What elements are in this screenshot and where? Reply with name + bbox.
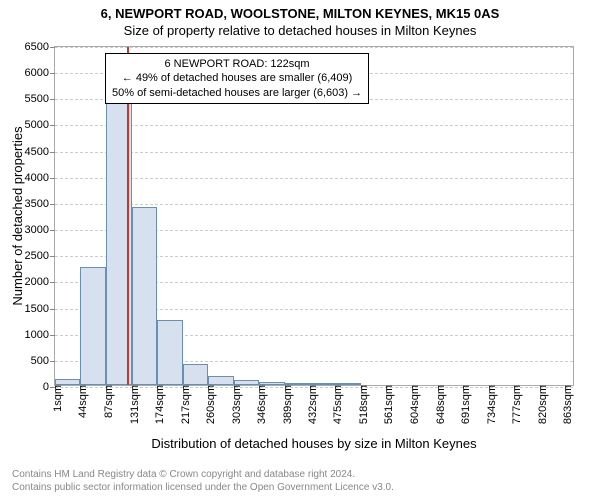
xtick-label: 863sqm <box>556 385 574 424</box>
ytick-label: 2000 <box>25 276 55 288</box>
chart-area: 0500100015002000250030003500400045005000… <box>54 46 574 386</box>
ytick-label: 5000 <box>25 119 55 131</box>
grid-line <box>55 152 573 153</box>
ytick-label: 2500 <box>25 250 55 262</box>
annotation-line2: ← 49% of detached houses are smaller (6,… <box>112 71 362 85</box>
annotation-line3: 50% of semi-detached houses are larger (… <box>112 86 362 100</box>
histogram-bar <box>132 207 157 385</box>
title-main: 6, NEWPORT ROAD, WOOLSTONE, MILTON KEYNE… <box>0 0 600 21</box>
xtick-label: 518sqm <box>352 385 370 424</box>
xtick-label: 561sqm <box>377 385 395 424</box>
ytick-label: 3000 <box>25 224 55 236</box>
annotation-line1: 6 NEWPORT ROAD: 122sqm <box>112 57 362 71</box>
xtick-label: 389sqm <box>276 385 294 424</box>
y-axis-label: Number of detached properties <box>10 46 25 386</box>
plot-area: 0500100015002000250030003500400045005000… <box>54 46 574 386</box>
ytick-label: 3500 <box>25 198 55 210</box>
ytick-label: 4500 <box>25 146 55 158</box>
attribution-line1: Contains HM Land Registry data © Crown c… <box>12 468 394 481</box>
title-sub: Size of property relative to detached ho… <box>0 21 600 38</box>
ytick-label: 6000 <box>25 67 55 79</box>
xtick-label: 87sqm <box>97 385 115 418</box>
ytick-label: 4000 <box>25 172 55 184</box>
grid-line <box>55 125 573 126</box>
xtick-label: 217sqm <box>174 385 192 424</box>
histogram-bar <box>208 376 233 385</box>
xtick-label: 260sqm <box>199 385 217 424</box>
attribution: Contains HM Land Registry data © Crown c… <box>12 468 394 494</box>
xtick-label: 777sqm <box>505 385 523 424</box>
ytick-label: 5500 <box>25 93 55 105</box>
xtick-label: 820sqm <box>531 385 549 424</box>
x-axis-label: Distribution of detached houses by size … <box>54 436 574 451</box>
xtick-label: 131sqm <box>123 385 141 424</box>
xtick-label: 174sqm <box>148 385 166 424</box>
grid-line <box>55 204 573 205</box>
xtick-label: 604sqm <box>403 385 421 424</box>
histogram-bar <box>157 320 182 385</box>
grid-line <box>55 178 573 179</box>
ytick-label: 1500 <box>25 303 55 315</box>
xtick-label: 475sqm <box>326 385 344 424</box>
attribution-line2: Contains public sector information licen… <box>12 481 394 494</box>
grid-line <box>55 47 573 48</box>
xtick-label: 648sqm <box>429 385 447 424</box>
xtick-label: 1sqm <box>46 385 64 412</box>
ytick-label: 1000 <box>25 329 55 341</box>
xtick-label: 346sqm <box>250 385 268 424</box>
xtick-label: 691sqm <box>454 385 472 424</box>
xtick-label: 44sqm <box>71 385 89 418</box>
xtick-label: 432sqm <box>301 385 319 424</box>
histogram-bar <box>183 364 208 385</box>
ytick-label: 6500 <box>25 41 55 53</box>
histogram-bar <box>80 267 105 385</box>
xtick-label: 303sqm <box>225 385 243 424</box>
ytick-label: 500 <box>31 355 55 367</box>
annotation-box: 6 NEWPORT ROAD: 122sqm← 49% of detached … <box>105 53 369 104</box>
xtick-label: 734sqm <box>480 385 498 424</box>
chart-container: 6, NEWPORT ROAD, WOOLSTONE, MILTON KEYNE… <box>0 0 600 500</box>
